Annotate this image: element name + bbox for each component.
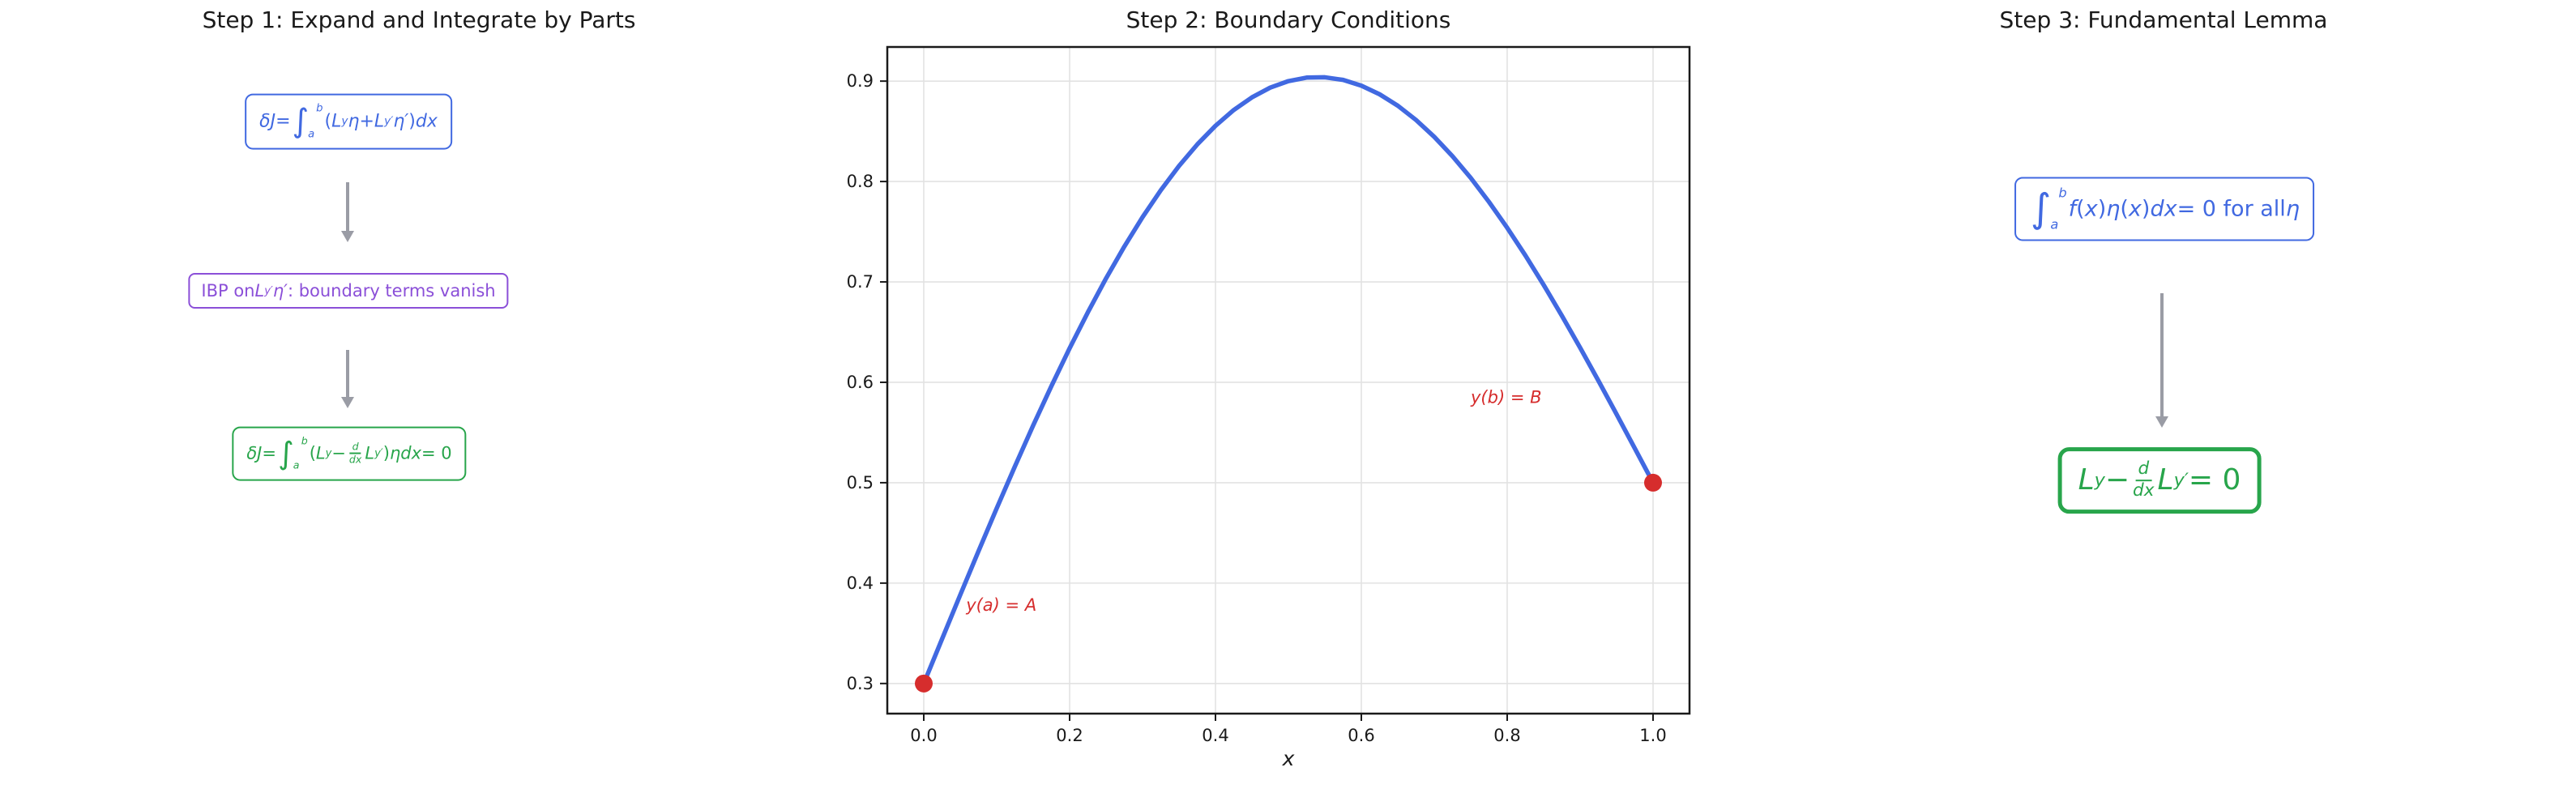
boundary-point [915,674,933,693]
x-tick-label: 1.0 [1639,726,1666,745]
boundary-point [1644,473,1662,492]
d-dx-fraction: d dx [2133,458,2155,501]
x-axis-label: x [1282,747,1295,770]
y-tick-label: 0.3 [847,674,874,693]
arrow-stem [346,350,349,397]
arrow-stem [2160,293,2164,416]
arrow-head-icon [2155,416,2168,428]
arrow-head-icon [341,231,354,242]
panel1-title: Step 1: Expand and Integrate by Parts [202,6,636,33]
flow-arrow-2 [341,350,354,408]
x-tick-label: 0.2 [1056,726,1083,745]
d-dx-fraction: d dx [348,440,362,466]
boundary-conditions-plot: 0.0 0.2 0.4 0.6 0.8 1.0 0.3 0.4 0.5 0.6 0.7 0.8 0.9 x… [847,45,1691,770]
integral-sign: ∫ b a [292,102,323,141]
curve-y-of-x [921,75,1655,686]
x-tick-label: 0.0 [910,726,937,745]
flow-arrow-3 [2155,293,2168,428]
integral-sign: ∫ b a [2031,185,2067,232]
y-tick-label: 0.5 [847,473,874,492]
y-tick-label: 0.7 [847,272,874,292]
y-tick-label: 0.9 [847,71,874,91]
boundary-annotation: y(a) = A [965,595,1036,615]
arrow-head-icon [341,397,354,408]
x-tick-label: 0.6 [1348,726,1374,745]
x-tick-label: 0.4 [1202,726,1228,745]
flow-arrow-1 [341,182,354,242]
panel2-title: Step 2: Boundary Conditions [1126,6,1451,33]
boundary-annotation: y(b) = B [1470,388,1542,407]
y-tick-label: 0.8 [847,172,874,191]
arrow-stem [346,182,349,231]
x-tick-label: 0.8 [1493,726,1520,745]
integral-sign: ∫ b a [277,434,308,471]
formula-box-fundamental-lemma: ∫ b a f(x) η(x) dx = 0 for all η [2014,177,2314,241]
axes-spines [886,45,1691,715]
panel3-title: Step 3: Fundamental Lemma [1999,6,2328,33]
y-tick-label: 0.4 [847,573,874,593]
y-tick-label: 0.6 [847,373,874,392]
